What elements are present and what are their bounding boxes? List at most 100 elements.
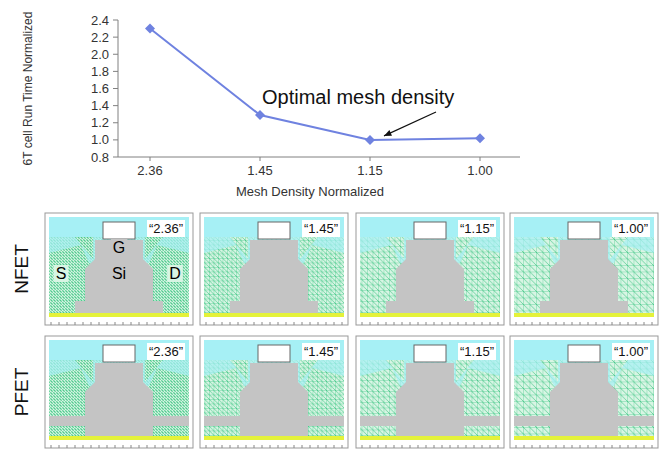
mesh-density-label: “1.00”	[614, 221, 648, 236]
ruler-tick	[644, 322, 645, 325]
ruler-tick	[596, 445, 597, 448]
ruler-tick	[171, 322, 172, 325]
ruler-tick	[572, 322, 573, 325]
ruler-tick	[394, 322, 395, 325]
ruler-tick	[91, 445, 92, 448]
ruler-tick	[620, 445, 621, 448]
row-label: PFET	[11, 367, 32, 416]
ruler-tick	[490, 445, 491, 448]
gate	[258, 345, 290, 362]
ruler-tick	[67, 322, 68, 325]
mesh-density-label: “1.15”	[460, 221, 494, 236]
ruler-tick	[187, 445, 188, 448]
ruler-tick	[131, 445, 132, 448]
gate	[568, 222, 600, 239]
ruler-tick	[482, 322, 483, 325]
ruler-tick	[434, 445, 435, 448]
ruler-tick	[362, 445, 363, 448]
ruler-tick	[580, 445, 581, 448]
ruler-tick	[370, 445, 371, 448]
region-label: Si	[112, 265, 126, 282]
y-tick	[113, 20, 118, 21]
panel-frame	[356, 336, 504, 448]
label-patch	[612, 343, 650, 360]
ruler-tick	[342, 445, 343, 448]
ruler-tick	[458, 445, 459, 448]
annotation-arrowhead	[384, 130, 392, 136]
y-tick	[113, 71, 118, 72]
ruler-tick	[516, 322, 517, 325]
ruler-tick	[498, 445, 499, 448]
ruler-tick	[418, 322, 419, 325]
ruler-tick	[442, 322, 443, 325]
ruler-tick	[286, 445, 287, 448]
device-panel: “2.36”SGSiD	[45, 213, 193, 325]
plot-marks	[145, 24, 485, 145]
ruler-tick	[238, 445, 239, 448]
label-patch	[147, 220, 185, 237]
ruler-tick	[370, 322, 371, 325]
gate	[103, 222, 135, 239]
ruler-tick	[91, 322, 92, 325]
substrate-contact	[360, 313, 500, 317]
ruler-tick	[222, 322, 223, 325]
ruler-tick	[147, 445, 148, 448]
ruler-tick	[278, 445, 279, 448]
ruler-tick	[548, 322, 549, 325]
device-panel: “1.15”	[356, 336, 504, 448]
series-line	[150, 29, 480, 140]
y-tick-label: 1.2	[91, 115, 109, 130]
ruler-tick	[131, 322, 132, 325]
device-panel: “1.15”	[356, 213, 504, 325]
ruler-tick	[59, 445, 60, 448]
ruler-tick	[636, 322, 637, 325]
x-tick	[150, 157, 151, 161]
ruler-tick	[556, 322, 557, 325]
mesh-region	[204, 358, 344, 438]
x-tick-label: 1.45	[247, 163, 272, 178]
x-axis	[118, 157, 520, 158]
ruler-tick	[596, 322, 597, 325]
ruler-tick	[326, 445, 327, 448]
panel-frame	[356, 213, 504, 325]
label-patch	[302, 343, 340, 360]
ruler-tick	[474, 445, 475, 448]
y-tick	[113, 88, 118, 89]
gate	[258, 222, 290, 239]
ruler-tick	[402, 322, 403, 325]
mesh-region	[360, 358, 500, 438]
ruler-tick	[123, 322, 124, 325]
x-tick	[370, 157, 371, 161]
ruler-tick	[636, 445, 637, 448]
ruler-tick	[410, 322, 411, 325]
ruler-tick	[254, 322, 255, 325]
device-panel: “1.45”	[200, 213, 348, 325]
y-tick-label: 1.0	[91, 132, 109, 147]
ruler-tick	[362, 322, 363, 325]
silicon-band	[360, 416, 500, 426]
region-label: G	[113, 239, 125, 256]
ruler-tick	[334, 445, 335, 448]
ruler-tick	[179, 322, 180, 325]
device-panel: “2.36”	[45, 336, 193, 448]
ruler-tick	[394, 445, 395, 448]
mesh-region	[514, 235, 654, 315]
ruler-tick	[524, 445, 525, 448]
ruler-tick	[51, 322, 52, 325]
ruler-tick	[187, 322, 188, 325]
silicon-band	[49, 416, 189, 426]
x-tick	[480, 157, 481, 161]
ruler-tick	[498, 322, 499, 325]
marker	[145, 24, 155, 34]
ruler-tick	[302, 322, 303, 325]
y-tick-label: 2.0	[91, 47, 109, 62]
ruler-tick	[442, 445, 443, 448]
ruler-tick	[516, 445, 517, 448]
x-tick-label: 1.00	[467, 163, 492, 178]
mesh-region	[514, 358, 654, 438]
ruler-tick	[318, 322, 319, 325]
mesh-density-label: “1.00”	[614, 344, 648, 359]
ruler-tick	[386, 445, 387, 448]
ruler-tick	[458, 322, 459, 325]
ruler-tick	[206, 322, 207, 325]
